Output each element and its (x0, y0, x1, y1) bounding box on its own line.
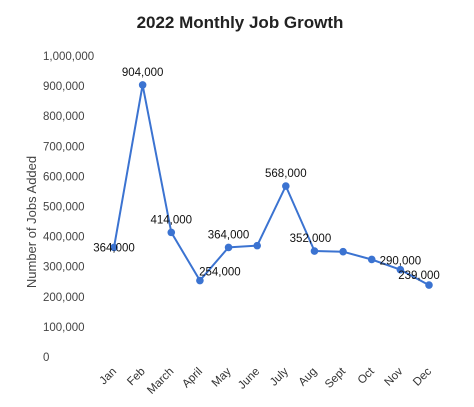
data-point (339, 247, 347, 256)
series-line-path (113, 83, 430, 286)
y-tick-label: 0 (43, 352, 49, 364)
data-label: 414,000 (150, 214, 192, 226)
data-label: 568,000 (265, 168, 307, 180)
data-point (167, 228, 176, 237)
y-tick-label: 800,000 (43, 111, 85, 123)
data-label: 239,000 (398, 270, 440, 282)
x-tick-label: March (145, 366, 176, 397)
x-tick-label: May (210, 365, 234, 389)
y-axis-label: Number of Jobs Added (24, 156, 39, 288)
y-tick-label: 900,000 (43, 81, 85, 93)
data-point (396, 265, 405, 274)
data-point (253, 241, 261, 250)
series-line (113, 83, 430, 286)
x-tick-label: June (236, 366, 262, 392)
y-axis-ticks: 0 100,000 200,000 300,000 400,000 500,000 600,… (43, 51, 94, 364)
x-tick-label: Jan (98, 366, 120, 388)
x-tick-label: Feb (125, 366, 148, 389)
y-tick-label: 1,000,000 (43, 51, 94, 63)
data-point (282, 182, 290, 190)
x-tick-label: Nov (383, 365, 406, 388)
x-tick-label: Oct (356, 365, 378, 387)
x-tick-label: Dec (411, 365, 434, 388)
y-tick-label: 700,000 (43, 141, 85, 153)
data-labels: 364,000 904,000 414,000 254,000 364,000 568,0… (93, 67, 440, 282)
y-tick-label: 400,000 (43, 232, 85, 244)
data-point (110, 243, 118, 252)
data-point (367, 255, 376, 264)
x-tick-label: April (180, 366, 205, 391)
data-label: 352,000 (290, 233, 332, 245)
data-point (138, 81, 147, 89)
data-point (310, 247, 319, 255)
data-point (196, 276, 204, 285)
data-label: 290,000 (380, 256, 422, 268)
x-tick-label: July (268, 365, 291, 388)
x-tick-label: Sept (323, 365, 349, 391)
x-tick-label: Aug (297, 366, 320, 389)
data-point (425, 281, 433, 289)
y-tick-label: 300,000 (43, 262, 85, 274)
data-label: 904,000 (122, 67, 164, 79)
chart-title: 2022 Monthly Job Growth (137, 13, 344, 32)
data-label: 364,000 (93, 242, 135, 254)
data-points (110, 81, 433, 289)
data-point (224, 243, 233, 252)
data-label: 364,000 (208, 229, 250, 241)
y-tick-label: 200,000 (43, 292, 85, 304)
y-tick-label: 100,000 (43, 322, 85, 334)
y-tick-label: 600,000 (43, 171, 85, 183)
data-label: 254,000 (199, 267, 241, 279)
y-tick-label: 500,000 (43, 202, 85, 214)
